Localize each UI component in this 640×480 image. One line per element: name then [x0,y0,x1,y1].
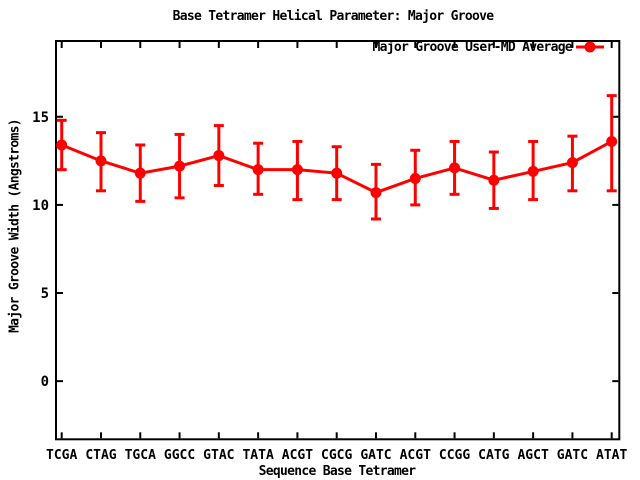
x-tick-label: GATC [360,448,391,463]
x-tick-label: TATA [242,448,273,463]
y-tick-label: 10 [32,198,49,214]
point-marker [174,160,186,172]
x-tick-label: CTAG [85,448,116,463]
x-tick-label: GGCC [164,448,195,463]
x-tick-label: GATC [557,448,588,463]
x-tick-label: CCGG [439,448,470,463]
y-axis-label: Major Groove Width (Angstroms) [7,119,23,333]
chart-title: Base Tetramer Helical Parameter: Major G… [172,9,494,24]
point-marker [370,187,382,199]
point-marker [134,167,146,179]
x-tick-label: CATG [478,448,509,463]
point-marker [331,167,343,179]
legend-sample-marker [584,41,596,53]
plot-border [55,40,621,441]
point-marker [449,162,461,174]
point-marker [252,164,264,176]
legend-label: Major Groove User-MD Average [372,40,572,55]
point-marker [527,165,539,177]
y-tick-label: 5 [41,286,49,302]
point-marker [56,139,68,151]
y-tick-label: 0 [41,374,49,390]
point-marker [409,172,421,184]
x-tick-label: TCGA [46,448,77,463]
x-tick-label: ACGT [400,448,431,463]
point-marker [95,155,107,167]
x-tick-label: AGCT [517,448,548,463]
point-marker [566,157,578,169]
point-marker [606,135,618,147]
x-tick-label: TGCA [125,448,156,463]
x-tick-label: ACGT [282,448,313,463]
x-tick-label: CGCG [321,448,352,463]
x-axis-label: Sequence Base Tetramer [258,464,416,479]
y-tick-label: 15 [32,110,49,126]
x-tick-label: ATAT [596,448,627,463]
point-marker [291,164,303,176]
point-marker [488,174,500,186]
x-tick-label: GTAC [203,448,234,463]
point-marker [213,150,225,162]
